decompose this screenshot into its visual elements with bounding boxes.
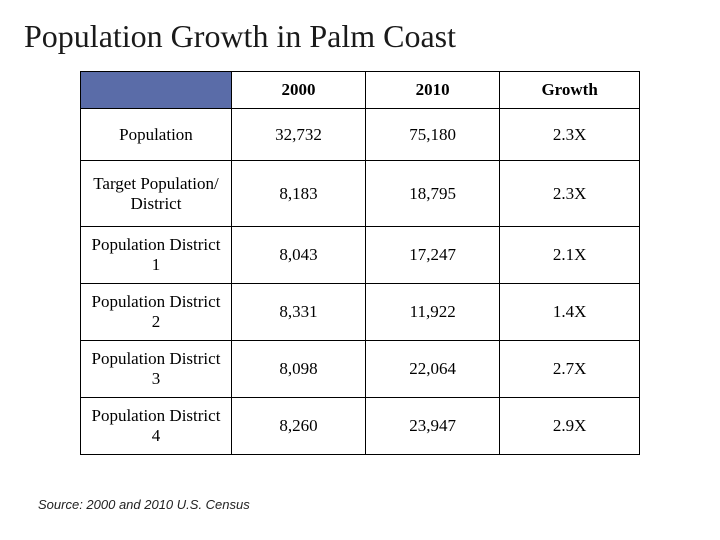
row-label: Population District 4 [81, 398, 232, 455]
cell-2000: 32,732 [231, 109, 365, 161]
table-row: Target Population/ District8,18318,7952.… [81, 161, 640, 227]
table-header-row: 2000 2010 Growth [81, 72, 640, 109]
population-table-wrap: 2000 2010 Growth Population32,73275,1802… [80, 71, 640, 455]
cell-growth: 2.7X [500, 341, 640, 398]
cell-growth: 2.3X [500, 161, 640, 227]
cell-2010: 22,064 [366, 341, 500, 398]
table-row: Population District 28,33111,9221.4X [81, 284, 640, 341]
table-body: Population32,73275,1802.3XTarget Populat… [81, 109, 640, 455]
row-label: Population District 3 [81, 341, 232, 398]
col-2010: 2010 [366, 72, 500, 109]
cell-growth: 2.9X [500, 398, 640, 455]
cell-growth: 2.3X [500, 109, 640, 161]
source-note: Source: 2000 and 2010 U.S. Census [38, 497, 250, 512]
cell-growth: 1.4X [500, 284, 640, 341]
cell-2000: 8,260 [231, 398, 365, 455]
row-label: Population [81, 109, 232, 161]
cell-2010: 18,795 [366, 161, 500, 227]
cell-growth: 2.1X [500, 227, 640, 284]
cell-2010: 11,922 [366, 284, 500, 341]
table-row: Population District 48,26023,9472.9X [81, 398, 640, 455]
row-label: Target Population/ District [81, 161, 232, 227]
population-table: 2000 2010 Growth Population32,73275,1802… [80, 71, 640, 455]
row-label: Population District 1 [81, 227, 232, 284]
cell-2010: 23,947 [366, 398, 500, 455]
table-row: Population District 38,09822,0642.7X [81, 341, 640, 398]
table-row: Population32,73275,1802.3X [81, 109, 640, 161]
cell-2010: 17,247 [366, 227, 500, 284]
page-title: Population Growth in Palm Coast [24, 18, 696, 55]
header-corner [81, 72, 232, 109]
table-row: Population District 18,04317,2472.1X [81, 227, 640, 284]
cell-2010: 75,180 [366, 109, 500, 161]
row-label: Population District 2 [81, 284, 232, 341]
col-2000: 2000 [231, 72, 365, 109]
cell-2000: 8,043 [231, 227, 365, 284]
cell-2000: 8,098 [231, 341, 365, 398]
slide: Population Growth in Palm Coast 2000 201… [0, 0, 720, 540]
cell-2000: 8,331 [231, 284, 365, 341]
col-growth: Growth [500, 72, 640, 109]
cell-2000: 8,183 [231, 161, 365, 227]
